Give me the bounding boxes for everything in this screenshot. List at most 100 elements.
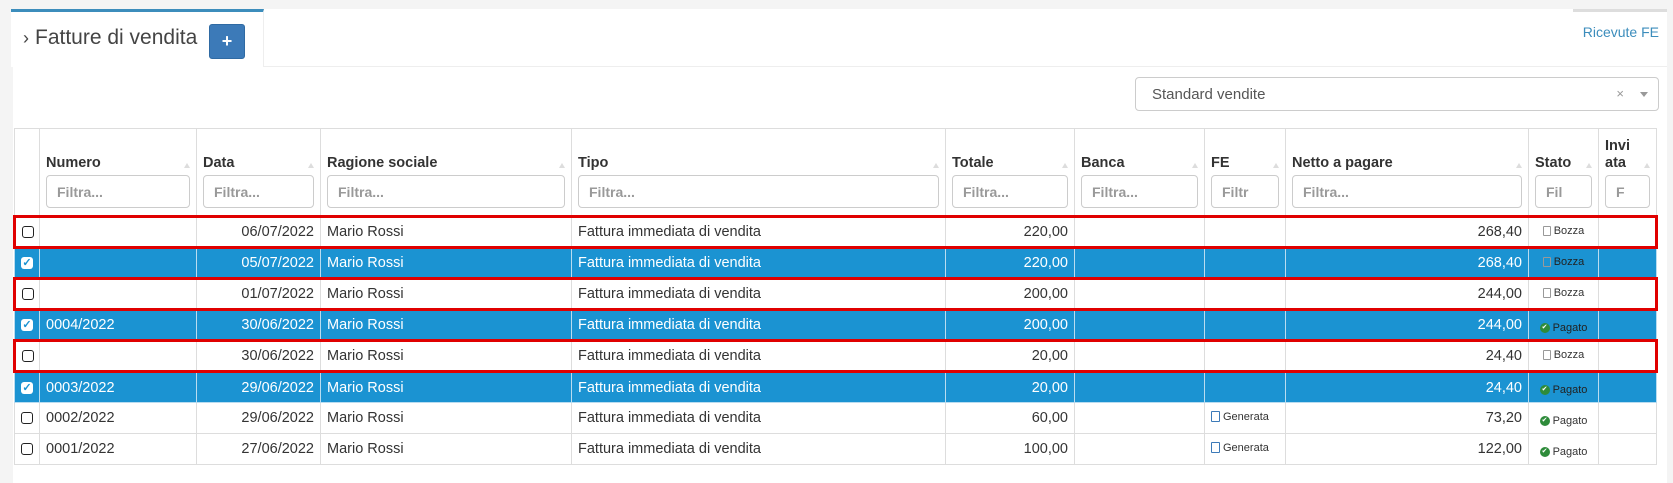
cell-banca [1074, 215, 1205, 249]
cell-numero [39, 277, 197, 311]
cell-banca [1074, 277, 1205, 311]
cell-stato: Bozza [1528, 277, 1599, 311]
cell-inviata [1598, 309, 1657, 341]
sort-icon[interactable] [1192, 163, 1198, 168]
sort-icon[interactable] [1516, 163, 1522, 168]
sort-icon[interactable] [184, 163, 190, 168]
table-row[interactable]: 0002/2022 29/06/2022 Mario Rossi Fattura im… [14, 402, 1657, 434]
column-header-fe[interactable]: FE Filtr [1204, 128, 1286, 217]
invoices-table: Numero Filtra... Data Filtra... Ragione … [13, 128, 1658, 465]
column-filter-input[interactable]: Filtra... [1292, 175, 1522, 208]
cell-inviata [1598, 339, 1658, 373]
cell-netto: 268,40 [1285, 247, 1529, 279]
cell-totale: 200,00 [945, 309, 1075, 341]
column-header-tipo[interactable]: Tipo Filtra... [571, 128, 946, 217]
tab-fatture-di-vendita[interactable]: › Fatture di vendita + [11, 9, 264, 67]
column-filter-input[interactable]: Filtra... [578, 175, 939, 208]
cell-data: 01/07/2022 [196, 277, 321, 311]
tab-ricevute-fe[interactable]: Ricevute FE [1582, 24, 1659, 40]
column-header-stato[interactable]: Stato Fil [1528, 128, 1599, 217]
row-checkbox-cell[interactable] [13, 215, 40, 249]
select-all-header [14, 128, 40, 217]
checkbox[interactable] [21, 443, 33, 456]
column-header-invi-ata[interactable]: Invi ata F [1598, 128, 1657, 217]
chevron-down-icon[interactable] [1640, 92, 1648, 97]
column-header-data[interactable]: Data Filtra... [196, 128, 321, 217]
table-row[interactable]: ✓ 05/07/2022 Mario Rossi Fattura immediata … [14, 247, 1657, 279]
column-label: Banca [1081, 155, 1125, 171]
table-row[interactable]: ✓ 0003/2022 29/06/2022 Mario Rossi Fattura i… [14, 371, 1657, 403]
sort-icon[interactable] [1062, 163, 1068, 168]
row-checkbox-cell[interactable] [13, 339, 40, 373]
sort-icon[interactable] [308, 163, 314, 168]
cell-tipo: Fattura immediata di vendita [571, 247, 946, 279]
checkbox[interactable] [22, 350, 34, 363]
column-header-ragione-sociale[interactable]: Ragione sociale Filtra... [320, 128, 572, 217]
status-badge: Bozza [1553, 287, 1585, 299]
clear-icon[interactable]: × [1616, 86, 1624, 101]
chevron-right-icon: › [23, 27, 29, 48]
tab-indicator [1573, 9, 1667, 12]
column-filter-input[interactable]: Filtra... [952, 175, 1068, 208]
sort-icon[interactable] [1586, 163, 1592, 168]
cell-stato: ✔ Pagato [1528, 371, 1599, 403]
table-row[interactable]: 30/06/2022 Mario Rossi Fattura immediata d… [13, 339, 1658, 373]
cell-numero: 0001/2022 [39, 433, 197, 465]
cell-stato: Bozza [1528, 215, 1599, 249]
checkbox[interactable] [21, 412, 33, 425]
checkbox-checked-icon[interactable]: ✓ [21, 381, 33, 394]
row-checkbox-cell[interactable]: ✓ [14, 371, 40, 403]
column-filter-input[interactable]: Filtra... [203, 175, 314, 208]
column-filter-input[interactable]: F [1605, 175, 1650, 208]
column-header-netto-a-pagare[interactable]: Netto a pagare Filtra... [1285, 128, 1529, 217]
cell-numero: 0003/2022 [39, 371, 197, 403]
table-row[interactable]: 01/07/2022 Mario Rossi Fattura immediata d… [13, 277, 1658, 311]
column-filter-input[interactable]: Filtra... [46, 175, 190, 208]
cell-stato: Bozza [1528, 339, 1599, 373]
cell-tipo: Fattura immediata di vendita [571, 309, 946, 341]
checkbox[interactable] [22, 288, 34, 301]
column-label: Data [203, 155, 235, 171]
cell-numero [39, 247, 197, 279]
column-header-totale[interactable]: Totale Filtra... [945, 128, 1075, 217]
cell-numero: 0002/2022 [39, 402, 197, 434]
checkbox-checked-icon[interactable]: ✓ [21, 257, 33, 270]
fe-status: Generata [1223, 441, 1269, 454]
table-row[interactable]: 06/07/2022 Mario Rossi Fattura immediata d… [13, 215, 1658, 249]
sort-icon[interactable] [933, 163, 939, 168]
cell-tipo: Fattura immediata di vendita [571, 371, 946, 403]
row-checkbox-cell[interactable] [14, 402, 40, 434]
row-checkbox-cell[interactable] [14, 433, 40, 465]
status-badge: Pagato [1552, 414, 1588, 427]
cell-inviata [1598, 433, 1657, 465]
table-row[interactable]: ✓ 0004/2022 30/06/2022 Mario Rossi Fattura i… [14, 309, 1657, 341]
segment-select[interactable]: Standard vendite × [1135, 77, 1659, 111]
checkbox-checked-icon[interactable]: ✓ [21, 319, 33, 332]
cell-data: 30/06/2022 [196, 309, 321, 341]
table-row[interactable]: 0001/2022 27/06/2022 Mario Rossi Fattura im… [14, 433, 1657, 465]
sort-icon[interactable] [1273, 163, 1279, 168]
cell-ragione: Mario Rossi [320, 309, 572, 341]
column-filter-input[interactable]: Fil [1535, 175, 1592, 208]
sort-icon[interactable] [1644, 163, 1650, 168]
column-filter-input[interactable]: Filtra... [1081, 175, 1198, 208]
checkbox[interactable] [22, 226, 34, 239]
cell-numero [39, 339, 197, 373]
column-label: Stato [1535, 155, 1572, 171]
column-filter-input[interactable]: Filtr [1211, 175, 1279, 208]
status-badge: Pagato [1552, 445, 1588, 458]
sort-icon[interactable] [559, 163, 565, 168]
row-checkbox-cell[interactable] [13, 277, 40, 311]
add-invoice-button[interactable]: + [209, 24, 245, 59]
column-header-banca[interactable]: Banca Filtra... [1074, 128, 1205, 217]
row-checkbox-cell[interactable]: ✓ [14, 309, 40, 341]
column-header-numero[interactable]: Numero Filtra... [39, 128, 197, 217]
cell-totale: 100,00 [945, 433, 1075, 465]
cell-tipo: Fattura immediata di vendita [571, 433, 946, 465]
column-filter-input[interactable]: Filtra... [327, 175, 565, 208]
cell-ragione: Mario Rossi [320, 371, 572, 403]
cell-netto: 73,20 [1285, 402, 1529, 434]
row-checkbox-cell[interactable]: ✓ [14, 247, 40, 279]
cell-stato: Bozza [1528, 247, 1599, 279]
cell-fe [1204, 371, 1286, 403]
